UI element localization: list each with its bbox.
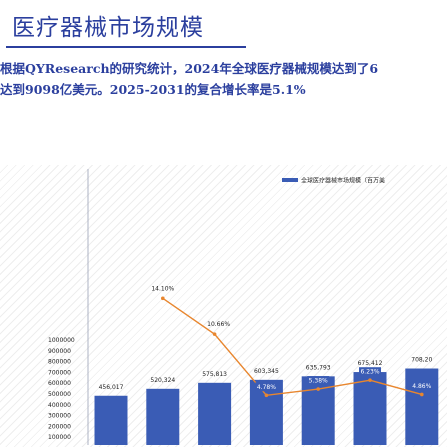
bar-value-label: 635,793 (306, 364, 331, 371)
bar (146, 388, 180, 445)
bar-value-label: 456,017 (99, 384, 124, 391)
growth-rate-point (264, 393, 269, 398)
description-line-2: 达到9098亿美元。2025-2031的复合增长率是5.1% (0, 82, 306, 97)
market-size-chart: 1000000 900000 800000 700000 600000 500000 400… (48, 169, 439, 445)
growth-rate-point (212, 332, 217, 336)
title-underline: 医疗器械市场规模 (6, 13, 246, 48)
bar (198, 382, 232, 445)
y-tick-label: 200000 (48, 423, 71, 430)
bar-value-label: 708,20 (411, 357, 432, 364)
growth-label-box (359, 367, 381, 377)
growth-rate-label: 4.78% (257, 384, 276, 391)
y-tick-label: 300000 (48, 413, 71, 420)
growth-rate-point (420, 392, 424, 397)
growth-label-box (255, 382, 278, 392)
legend-swatch (282, 178, 298, 182)
y-tick-label: 400000 (48, 402, 71, 409)
y-tick-label: 1000000 (48, 337, 75, 344)
y-tick-label: 500000 (48, 391, 71, 398)
bar (405, 368, 439, 445)
growth-label-box (307, 376, 330, 386)
growth-rate-point (161, 296, 165, 301)
bar (353, 372, 387, 445)
description-line-1: 根据QYResearch的研究统计，2024年全球医疗器械规模达到了6 (0, 61, 379, 76)
y-tick-label: 600000 (48, 380, 71, 387)
bar (94, 395, 128, 445)
growth-label-box (410, 381, 433, 391)
growth-rate-label: 5.38% (309, 378, 328, 385)
bar-value-label: 520,324 (150, 377, 175, 384)
growth-rate-label: 14.10% (151, 285, 174, 292)
chart-area: 1000000 900000 800000 700000 600000 500000 400… (0, 165, 447, 447)
bar-value-label: 575,813 (202, 371, 227, 378)
y-tick-label: 900000 (48, 348, 71, 355)
legend-label: 全球医疗器械市场规模（百万美 (301, 177, 385, 185)
growth-rate-point (368, 378, 372, 383)
growth-rate-line (162, 297, 422, 397)
growth-rate-label: 10.66% (207, 321, 230, 328)
y-tick-label: 100000 (48, 434, 71, 441)
page-title: 医疗器械市场规模 (12, 15, 204, 41)
growth-rate-point (316, 387, 321, 391)
y-tick-label: 700000 (48, 369, 71, 376)
growth-rate-label: 6.23% (360, 369, 379, 376)
bar-value-label: 675,412 (358, 360, 383, 367)
growth-rate-label: 4.86% (412, 383, 431, 390)
bar-value-label: 603,345 (254, 368, 279, 375)
y-tick-label: 800000 (48, 359, 71, 366)
